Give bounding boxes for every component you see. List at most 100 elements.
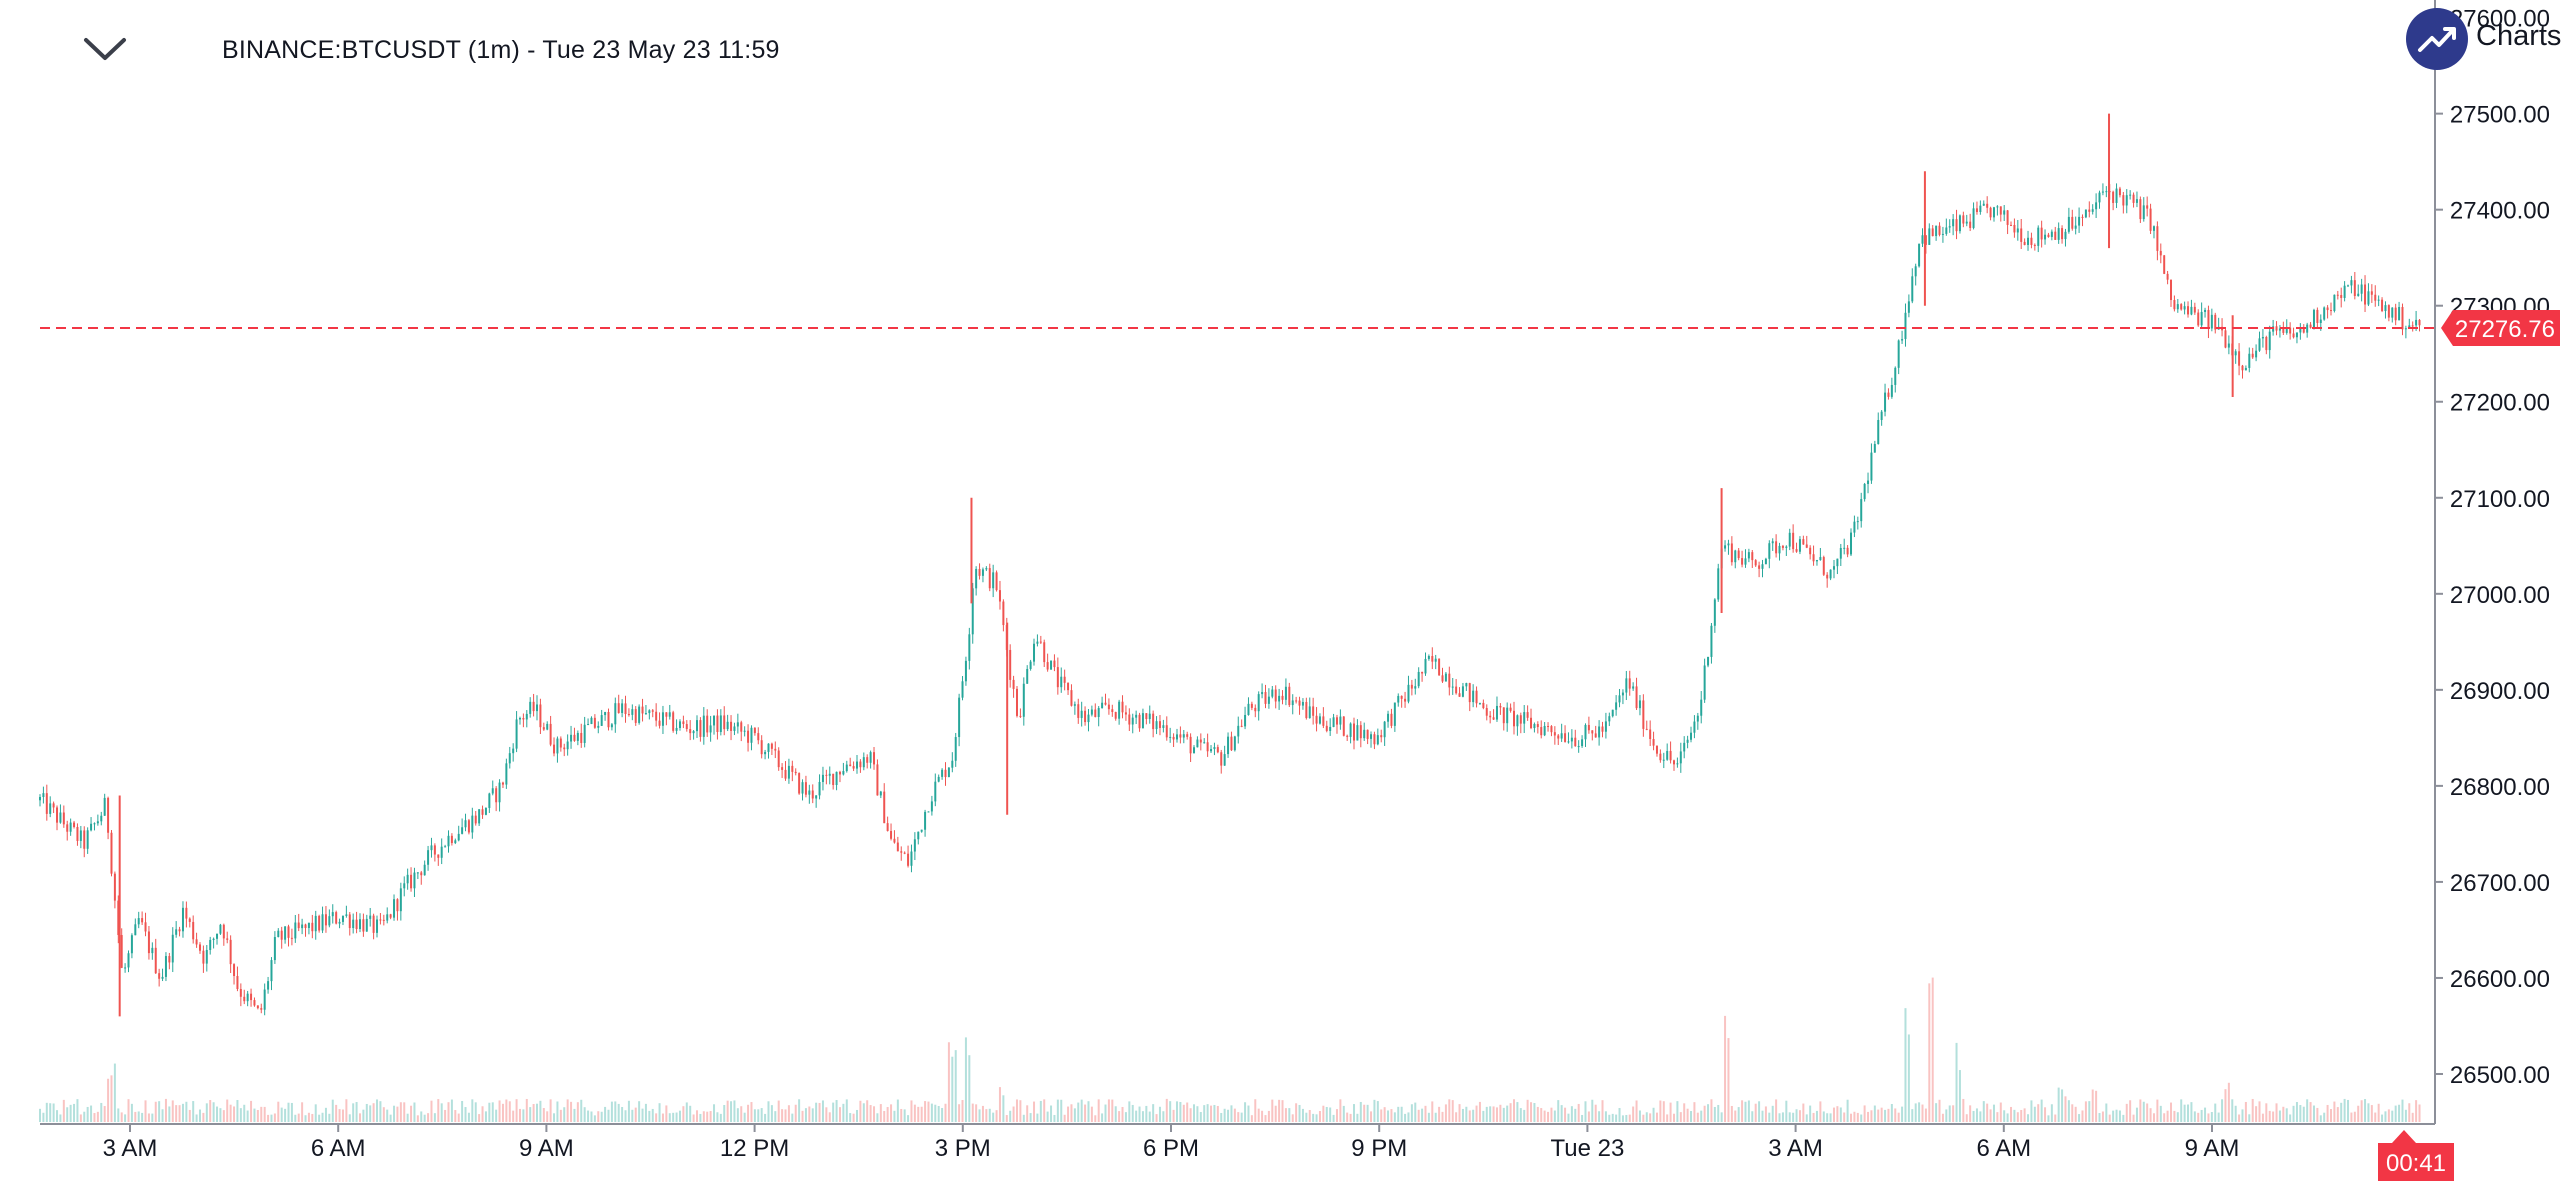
candle-body xyxy=(1492,717,1495,720)
candle-body xyxy=(1662,759,1665,761)
volume-bar xyxy=(1193,1104,1196,1122)
volume-bar xyxy=(992,1112,995,1122)
candle-body xyxy=(1509,707,1512,711)
candle-body xyxy=(2408,325,2411,329)
volume-bar xyxy=(2156,1099,2159,1122)
volume-bar xyxy=(852,1113,855,1122)
candle-body xyxy=(890,830,893,839)
candle-body xyxy=(301,924,304,929)
candle-body xyxy=(631,709,634,715)
volume-bar xyxy=(634,1107,637,1122)
volume-bar xyxy=(501,1103,504,1122)
volume-bar xyxy=(593,1115,596,1122)
volume-bar xyxy=(124,1114,127,1122)
candle-body xyxy=(1090,709,1093,715)
candle-body xyxy=(437,854,440,858)
volume-bar xyxy=(1836,1106,1839,1122)
candle-body xyxy=(1468,683,1471,703)
volume-bar xyxy=(702,1111,705,1122)
candle-body xyxy=(563,747,566,750)
x-tick-label: 9 PM xyxy=(1351,1135,1407,1162)
volume-bar xyxy=(644,1103,647,1122)
volume-bar xyxy=(1264,1115,1267,1122)
volume-bar xyxy=(495,1109,498,1122)
volume-bar xyxy=(689,1105,692,1122)
candle-body xyxy=(1781,545,1784,548)
candle-body xyxy=(2176,304,2179,310)
candle-body xyxy=(1832,566,1835,570)
volume-bar xyxy=(1172,1109,1175,1122)
volume-bar xyxy=(2398,1104,2401,1122)
candle-body xyxy=(941,769,944,777)
volume-bar xyxy=(1948,1105,1951,1122)
volume-bar xyxy=(958,1104,961,1122)
volume-bar xyxy=(1519,1108,1522,1122)
volume-bar xyxy=(1376,1101,1379,1122)
candle-body xyxy=(1914,266,1917,277)
candle-body xyxy=(1632,686,1635,689)
candle-body xyxy=(638,706,641,723)
candle-body xyxy=(389,914,392,918)
candle-body xyxy=(1775,541,1778,554)
candle-body xyxy=(178,929,181,932)
volume-bar xyxy=(1829,1113,1832,1122)
candle-body xyxy=(2265,337,2268,351)
volume-bar xyxy=(1982,1101,1985,1122)
candle-body xyxy=(86,830,89,849)
candle-body xyxy=(699,720,702,737)
volume-bar xyxy=(2091,1089,2094,1122)
candle-body xyxy=(1747,552,1750,559)
candle-body xyxy=(518,717,521,720)
volume-bar xyxy=(678,1110,681,1122)
volume-bar xyxy=(924,1101,927,1122)
volume-bar xyxy=(1965,1114,1968,1122)
candle-body xyxy=(1727,543,1730,546)
candle-body xyxy=(2340,295,2343,298)
volume-bar xyxy=(1189,1108,1192,1122)
volume-bar xyxy=(1894,1108,1897,1122)
volume-bar xyxy=(117,1108,120,1122)
volume-bar xyxy=(1564,1107,1567,1122)
brand-text: Charts p xyxy=(2476,20,2570,52)
candle-body xyxy=(2374,294,2377,301)
candle-body xyxy=(1744,558,1747,565)
candle-body xyxy=(42,793,45,798)
volume-bar xyxy=(1952,1105,1955,1122)
volume-bar xyxy=(304,1115,307,1122)
volume-bar xyxy=(277,1101,280,1122)
candle-body xyxy=(2095,202,2098,210)
candle-body xyxy=(1989,207,1992,218)
candle-body xyxy=(2091,209,2094,212)
volume-bar xyxy=(1451,1100,1454,1122)
candle-body xyxy=(1540,727,1543,736)
candle-body xyxy=(321,914,324,931)
candle-body xyxy=(1962,215,1965,224)
candle-body xyxy=(355,919,358,930)
y-tick-label: 26500.00 xyxy=(2450,1062,2550,1089)
candle-body xyxy=(672,712,675,731)
volume-bar xyxy=(668,1113,671,1122)
volume-bar xyxy=(2095,1090,2098,1122)
candle-body xyxy=(93,823,96,825)
candle-body xyxy=(2027,237,2030,245)
volume-bar xyxy=(893,1110,896,1122)
volume-bar xyxy=(2326,1104,2329,1122)
trend-up-icon[interactable] xyxy=(2406,8,2468,70)
candle-body xyxy=(117,900,120,936)
volume-bar xyxy=(2292,1105,2295,1122)
volume-bar xyxy=(1676,1101,1679,1122)
candle-body xyxy=(284,926,287,940)
chevron-down-icon[interactable] xyxy=(82,34,128,64)
candle-body xyxy=(947,767,950,778)
candle-body xyxy=(1404,698,1407,702)
candle-body xyxy=(2411,325,2414,327)
volume-bar xyxy=(947,1042,950,1122)
volume-bar xyxy=(835,1100,838,1122)
candle-body xyxy=(1448,673,1451,688)
last-price-badge xyxy=(2441,310,2560,347)
candle-body xyxy=(736,722,739,727)
candle-body xyxy=(1594,733,1597,738)
volume-bar xyxy=(161,1109,164,1122)
